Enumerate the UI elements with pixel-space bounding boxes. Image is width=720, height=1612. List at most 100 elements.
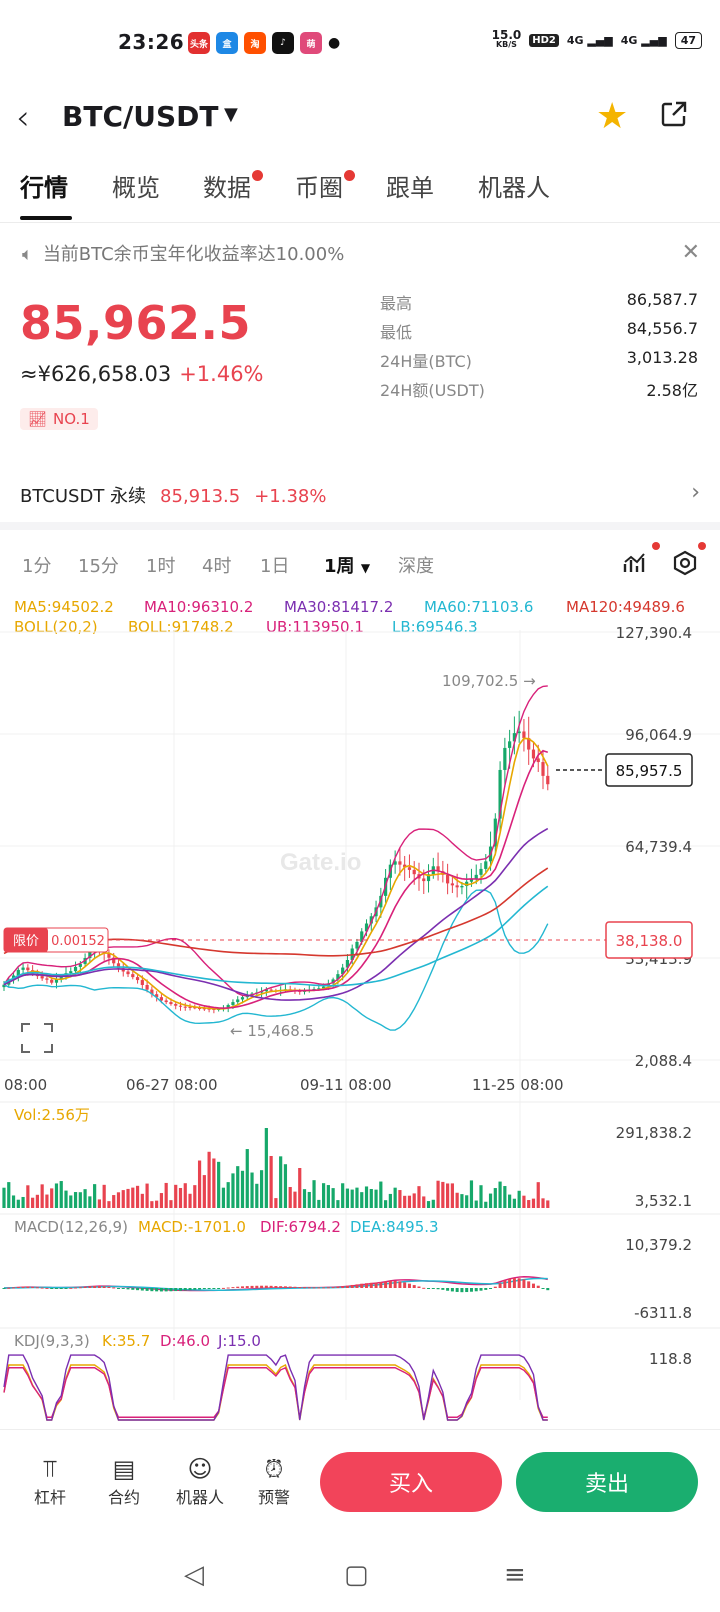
robot-icon: ☺	[187, 1455, 213, 1483]
nav-back-icon[interactable]: ◁	[184, 1560, 204, 1590]
interval-1d[interactable]: 1日	[260, 556, 290, 577]
nav-home-icon[interactable]: ▢	[344, 1560, 369, 1590]
volume-bar	[145, 1183, 149, 1208]
volume-bar	[417, 1186, 421, 1208]
candle-body	[59, 977, 63, 979]
candle-body	[88, 952, 92, 959]
macd-hist-bar	[355, 1284, 359, 1288]
ma10-line	[3, 749, 549, 1009]
macd-hist-bar	[74, 1287, 78, 1289]
macd-hist-bar	[465, 1288, 469, 1293]
indicator-chart-icon[interactable]	[622, 550, 648, 576]
candle-body	[212, 1008, 216, 1010]
interval-15m[interactable]: 15分	[78, 556, 119, 577]
tab-market[interactable]: 行情	[20, 174, 68, 202]
contract-button[interactable]: ▤ 合约	[94, 1454, 154, 1508]
volume-bar	[307, 1191, 311, 1208]
macd-hist-bar	[193, 1288, 197, 1290]
close-icon[interactable]: ✕	[681, 240, 700, 265]
candle-body	[465, 881, 469, 887]
kline-chart[interactable]: Gate.io127,390.496,064.964,739.433,413.9…	[0, 620, 720, 1430]
nav-recents-icon[interactable]: ≡	[504, 1560, 526, 1590]
interval-1h[interactable]: 1时	[146, 556, 176, 577]
macd-hist-bar	[183, 1288, 187, 1291]
status-app-icons: 头条 盒 淘 ♪ 萌 ●	[188, 32, 340, 54]
limit-price-label: 38,138.0	[616, 932, 683, 950]
volume-bar	[159, 1193, 164, 1208]
volume-bar	[293, 1191, 297, 1208]
tab-copy-trading[interactable]: 跟单	[386, 174, 434, 202]
candle-body	[503, 747, 507, 770]
macd-hist-bar	[360, 1283, 364, 1288]
volume-bar	[288, 1187, 292, 1208]
battery-icon: 47	[674, 31, 702, 49]
candle-body	[407, 867, 412, 870]
tab-overview[interactable]: 概览	[112, 174, 160, 202]
macd-hist-bar	[198, 1288, 202, 1290]
ma30-label: MA30:81417.2	[284, 598, 394, 616]
favorite-star-icon[interactable]: ★	[596, 96, 629, 137]
leverage-button[interactable]: ⫪ 杠杆	[20, 1454, 80, 1508]
macd-hist-bar	[322, 1287, 326, 1289]
candle-body	[412, 869, 416, 875]
interval-depth[interactable]: 深度	[398, 556, 434, 577]
tab-community[interactable]: 币圈	[295, 168, 355, 203]
pair-title[interactable]: BTC/USDT	[62, 100, 219, 133]
macd-hist-bar	[398, 1281, 402, 1288]
candle-body	[531, 749, 536, 759]
buy-button[interactable]: 买入	[320, 1452, 502, 1512]
candle-body	[484, 861, 488, 869]
triangle-down-icon[interactable]: ▼	[224, 104, 238, 125]
chevron-right-icon[interactable]: ›	[691, 480, 700, 505]
volume-bar	[217, 1161, 221, 1208]
notification-dot	[652, 542, 660, 550]
section-divider	[0, 522, 720, 530]
volume-bar	[317, 1199, 321, 1208]
volume-bar	[193, 1185, 197, 1208]
settings-hexagon-icon[interactable]	[672, 550, 698, 576]
volume-bar	[226, 1182, 230, 1208]
volume-bar	[11, 1195, 16, 1208]
volume-bar	[283, 1164, 288, 1208]
price-sub: ≈¥626,658.03 +1.46%	[20, 362, 264, 386]
perp-row[interactable]: BTCUSDT 永续 85,913.5 +1.38%	[20, 482, 326, 508]
macd-hist-bar	[40, 1287, 44, 1289]
volume-min-tick: 3,532.1	[635, 1192, 692, 1210]
sell-button[interactable]: 卖出	[516, 1452, 698, 1512]
macd-hist-bar	[50, 1288, 54, 1289]
macd-hist-bar	[417, 1286, 421, 1288]
macd-hist-bar	[531, 1283, 535, 1288]
robot-button[interactable]: ☺ 机器人	[170, 1454, 230, 1508]
candle-body	[393, 861, 397, 865]
share-icon[interactable]	[660, 100, 688, 128]
tab-robot[interactable]: 机器人	[478, 174, 550, 202]
rank-badge: 📈︎ NO.1	[20, 408, 98, 430]
volume-bar	[393, 1187, 397, 1208]
tab-data[interactable]: 数据	[203, 168, 263, 203]
interval-1w[interactable]: 1周 ▼	[324, 556, 371, 577]
notification-dot	[252, 170, 263, 181]
candle-body	[536, 758, 540, 763]
more-dot-icon: ●	[328, 35, 341, 51]
macd-hist-bar	[279, 1286, 283, 1288]
last-price: 85,962.5	[20, 296, 251, 350]
y-tick-label: 96,064.9	[625, 726, 692, 744]
volume-bar	[503, 1186, 507, 1208]
macd-hist-bar	[121, 1288, 125, 1289]
macd-hist-bar	[145, 1288, 149, 1291]
volume-bar	[374, 1189, 378, 1208]
interval-1m[interactable]: 1分	[22, 556, 52, 577]
back-button[interactable]: ‹	[16, 98, 30, 138]
macd-hist-bar	[97, 1286, 101, 1288]
macd-hist-bar	[293, 1286, 297, 1288]
alarm-button[interactable]: ⏰︎ 预警	[244, 1454, 304, 1508]
volume-max-tick: 291,838.2	[616, 1124, 692, 1142]
limit-order-value: 0.00152	[51, 934, 105, 949]
meng-app-icon: 萌	[300, 32, 322, 54]
volume-bar	[50, 1188, 54, 1208]
candle-body	[183, 1006, 187, 1008]
candle-body	[226, 1005, 230, 1009]
volume-bar	[45, 1194, 49, 1208]
notice-banner[interactable]: 🔈︎ 当前BTC余币宝年化收益率达10.00%	[22, 240, 702, 266]
interval-4h[interactable]: 4时	[202, 556, 232, 577]
